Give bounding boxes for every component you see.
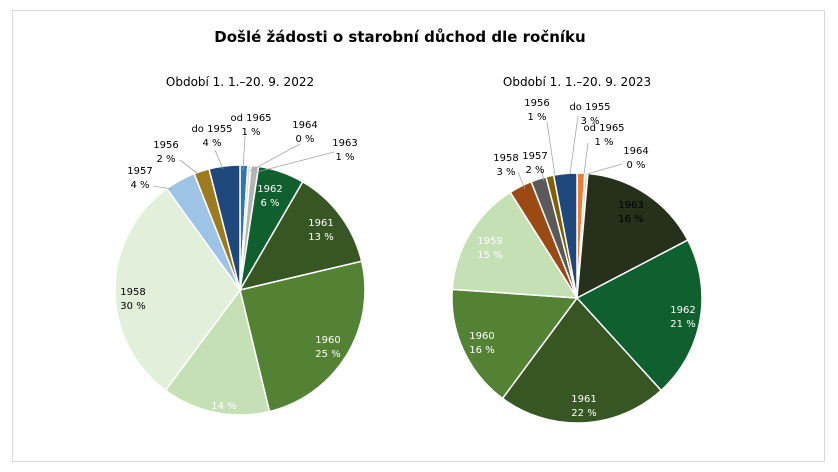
pie-2022-data-label: 1964 0 % bbox=[292, 120, 317, 145]
pie-2022-slice-unlabeled bbox=[164, 288, 271, 416]
pie-2022-slice-1958 bbox=[114, 187, 241, 392]
pie-2023-slice-1962 bbox=[575, 239, 703, 392]
pie-2023-slice-1960 bbox=[451, 288, 579, 400]
pie-2022-data-label: 1957 4 % bbox=[127, 166, 152, 191]
pie-2023-data-label: od 1965 1 % bbox=[583, 123, 624, 148]
pie-2023-leader-line bbox=[540, 167, 545, 182]
pie-2022 bbox=[114, 164, 366, 416]
pie-2022-subtitle: Období 1. 1.–20. 9. 2022 bbox=[166, 75, 314, 89]
pie-2023-leader-line bbox=[586, 163, 623, 175]
pie-2022-data-label: do 1955 4 % bbox=[191, 124, 232, 149]
pie-2023-leader-line bbox=[546, 121, 556, 177]
pie-2022-leader-line bbox=[214, 149, 224, 170]
slice-labels: od 1965 1 %1964 0 % 1963 1 %1962 6 %1961 13 %1… bbox=[120, 98, 695, 419]
pie-2023-slice-1959 bbox=[451, 191, 579, 299]
pie-2022-leader-line bbox=[179, 159, 199, 175]
pie-2023-data-label: 1957 2 % bbox=[522, 151, 547, 176]
pie-2023 bbox=[451, 172, 703, 424]
chart-title: Došlé žádosti o starobní důchod dle ročn… bbox=[214, 28, 585, 46]
pie-2023-data-label: 1963 16 % bbox=[618, 200, 643, 225]
pie-2022-slice-do-1955 bbox=[208, 164, 241, 291]
pie-2022-data-label: 1958 30 % bbox=[120, 287, 145, 312]
pie-2022-leader-line bbox=[249, 143, 301, 172]
pie-2022-data-label: 1961 13 % bbox=[308, 218, 333, 243]
pie-2023-data-label: 1958 3 % bbox=[493, 153, 518, 178]
pie-2022-data-label: 1963 1 % bbox=[332, 138, 357, 163]
pie-2023-data-label: 1961 22 % bbox=[571, 394, 596, 419]
pie-2023-slice-do-1955 bbox=[552, 172, 578, 299]
pie-2023-slice-1963 bbox=[576, 172, 689, 300]
pie-2023-data-label: 1960 16 % bbox=[469, 331, 494, 356]
pie-2023-data-label: 1964 0 % bbox=[623, 146, 648, 171]
pie-2023-data-label: 1959 15 % bbox=[477, 236, 502, 261]
pie-2022-data-label: 1962 6 % bbox=[257, 184, 282, 209]
pie-2022-leader-line bbox=[242, 135, 246, 171]
pie-2022-data-label: 1956 2 % bbox=[153, 140, 178, 165]
pie-2023-leader-line bbox=[569, 115, 579, 175]
pie-2023-subtitle: Období 1. 1.–20. 9. 2023 bbox=[503, 75, 651, 89]
pie-2022-leader-line bbox=[152, 185, 173, 190]
pie-2022-data-label: od 1965 1 % bbox=[230, 113, 271, 138]
pie-2023-slice-1961 bbox=[501, 296, 663, 424]
pie-2023-data-label: 1962 21 % bbox=[670, 305, 695, 330]
pie-2023-data-label: 1956 1 % bbox=[524, 98, 549, 123]
pie-2022-data-label: 1960 25 % bbox=[315, 335, 340, 360]
pie-2022-data-label: 14 % bbox=[211, 401, 236, 412]
pie-2023-data-label: do 1955 3 % bbox=[569, 102, 610, 127]
pie-2022-slice-1960 bbox=[239, 260, 366, 413]
pie-2023-leader-line bbox=[583, 142, 589, 175]
pie-2022-leader-line bbox=[256, 151, 335, 173]
pie-2023-leader-line bbox=[517, 171, 526, 190]
pie-2022-slice-1961 bbox=[238, 180, 363, 292]
